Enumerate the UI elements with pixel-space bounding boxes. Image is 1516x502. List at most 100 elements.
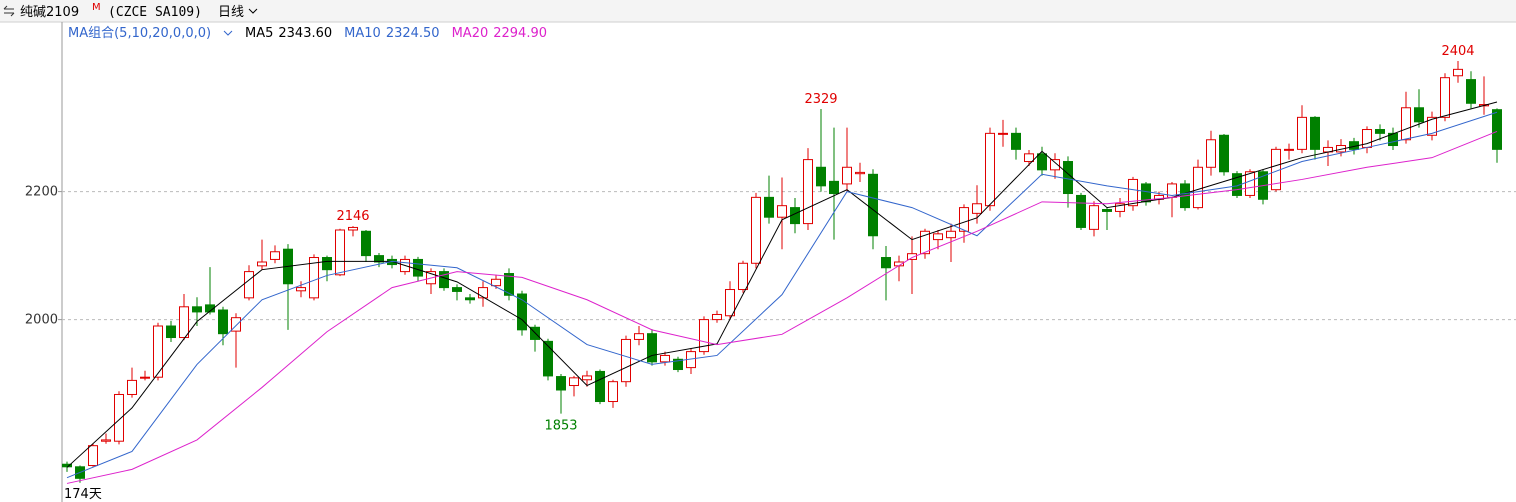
candle-body <box>309 257 319 299</box>
candle-body <box>660 354 670 363</box>
bottom-label: 174天 <box>64 487 102 502</box>
symbol-code: (CZCE SA109) <box>108 5 202 20</box>
candle-body <box>1375 129 1385 134</box>
candle-body <box>127 379 137 395</box>
candle-body <box>114 393 124 442</box>
candle-body <box>816 166 826 187</box>
candle-body <box>725 289 735 317</box>
candle-body <box>140 376 150 379</box>
y-tick-label: 2000 <box>25 313 58 328</box>
candle-body <box>153 325 163 378</box>
candle-body <box>972 203 982 214</box>
candle-body <box>192 306 202 313</box>
ma-dropdown[interactable] <box>223 30 233 36</box>
extreme-label: 2404 <box>1441 44 1474 59</box>
candle-body <box>244 271 254 299</box>
candle-body <box>1414 107 1424 123</box>
candle-body <box>946 230 956 239</box>
candle-body <box>1466 79 1476 104</box>
candle-body <box>985 132 995 207</box>
candle-body <box>413 258 423 277</box>
candle-body <box>335 229 345 276</box>
legend-value: 2324.50 <box>386 26 440 41</box>
candle-body <box>1050 159 1060 171</box>
candle-body <box>517 293 527 331</box>
candle-body <box>231 317 241 332</box>
candle-body <box>205 304 215 313</box>
symbol-mark: M <box>92 2 101 13</box>
candle-body <box>166 325 176 339</box>
candle-body <box>595 370 605 403</box>
ma-line <box>66 130 1498 484</box>
candle-body <box>751 196 761 264</box>
candle-body <box>491 278 501 287</box>
candle-body <box>569 377 579 387</box>
candle-body <box>556 376 566 391</box>
candle-body <box>465 297 475 301</box>
candle-body <box>88 445 98 467</box>
candle-body <box>1427 116 1437 136</box>
candle-body <box>1063 161 1073 195</box>
candle-body <box>881 257 891 269</box>
candle-body <box>1076 194 1086 228</box>
candle-body <box>868 173 878 237</box>
candle-body <box>1284 148 1294 151</box>
candle-body <box>829 180 839 195</box>
candle-body <box>218 309 228 335</box>
candle-body <box>1037 153 1047 171</box>
ma-group[interactable]: MA组合(5,10,20,0,0,0) <box>68 26 211 41</box>
candle-body <box>621 338 631 383</box>
candle-body <box>361 230 371 257</box>
legend-name: MA10 <box>344 26 381 41</box>
candle-body <box>1011 132 1021 150</box>
candle-body <box>1310 116 1320 150</box>
candle-body <box>582 375 592 381</box>
candle-body <box>1440 77 1450 118</box>
candle-body <box>1453 68 1463 77</box>
candle-body <box>842 166 852 185</box>
candle-body <box>322 257 332 271</box>
candle-body <box>296 287 306 292</box>
candle-body <box>1089 205 1099 230</box>
candle-body <box>452 287 462 292</box>
legend-name: MA20 <box>452 26 489 41</box>
extreme-label: 2329 <box>804 92 837 107</box>
period[interactable]: 日线 <box>218 5 244 20</box>
candle-body <box>179 306 189 339</box>
candle-body <box>608 381 618 403</box>
ma-line <box>66 111 1498 479</box>
period-dropdown[interactable] <box>248 8 258 14</box>
legend-value: 2343.60 <box>278 26 332 41</box>
candle-body <box>1219 134 1229 173</box>
candle-body <box>634 333 644 340</box>
candle-body <box>257 261 267 267</box>
candle-body <box>647 333 657 363</box>
candle-body <box>920 230 930 255</box>
candle-body <box>1115 203 1125 212</box>
candle-body <box>764 196 774 218</box>
candle-body <box>1206 139 1216 168</box>
extreme-label: 2146 <box>336 209 369 224</box>
candle-body <box>803 159 813 225</box>
switch-icon[interactable] <box>3 5 15 17</box>
candle-body <box>777 205 787 218</box>
candle-body <box>478 287 488 299</box>
legend-value: 2294.90 <box>493 26 547 41</box>
candle-body <box>855 171 865 175</box>
candle-body <box>1492 109 1502 150</box>
candle-body <box>712 313 722 321</box>
symbol[interactable]: 纯碱2109 <box>20 5 79 20</box>
y-tick-label: 2200 <box>25 185 58 200</box>
legend-name: MA5 <box>245 26 273 41</box>
candle-body <box>1024 153 1034 163</box>
candle-body <box>348 226 358 231</box>
candle-body <box>998 132 1008 135</box>
candle-body <box>699 319 709 353</box>
candle-body <box>1245 171 1255 196</box>
candle-body <box>907 253 917 260</box>
candle-body <box>933 233 943 241</box>
candle-body <box>1297 116 1307 150</box>
candle-body <box>1102 209 1112 212</box>
